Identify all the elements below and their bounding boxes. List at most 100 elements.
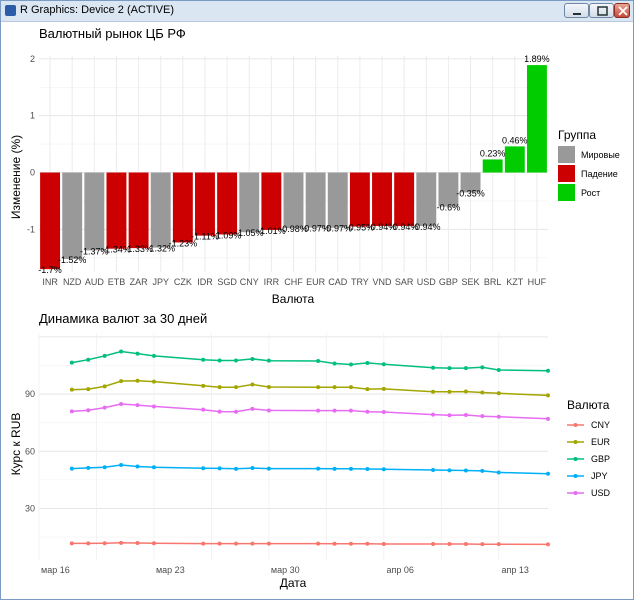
maximize-icon	[597, 6, 608, 16]
bar-chart-legend: Группа Мировые Падение Рост	[558, 128, 620, 201]
x-tick-label: NZD	[63, 277, 82, 287]
bar-legend-title: Группа	[558, 128, 596, 142]
data-point	[119, 349, 124, 354]
x-tick-label: KZT	[506, 277, 524, 287]
bar-nzd	[62, 172, 83, 259]
close-icon	[618, 6, 628, 16]
data-point	[102, 405, 107, 410]
data-point	[316, 385, 321, 390]
data-point	[447, 468, 452, 473]
data-point	[332, 408, 337, 413]
bar-zar	[128, 172, 149, 249]
series-line-jpy	[71, 464, 549, 475]
bar-czk	[172, 172, 193, 243]
line-chart-title: Динамика валют за 30 дней	[39, 311, 207, 326]
data-point	[266, 541, 271, 546]
x-tick-label: SEK	[462, 277, 480, 287]
x-tick-label: апр 13	[501, 565, 528, 575]
data-point	[463, 366, 468, 371]
line-chart-xlabel: Дата	[280, 576, 307, 590]
data-point	[266, 466, 271, 471]
bar-irr	[261, 172, 282, 230]
data-point	[431, 412, 436, 417]
x-tick-label: CNY	[240, 277, 259, 287]
series-line-cny	[71, 542, 549, 546]
line-chart-series	[69, 349, 550, 547]
data-point	[86, 408, 91, 413]
data-point	[381, 362, 386, 367]
x-tick-label: BRL	[484, 277, 502, 287]
bar-gbp	[438, 172, 459, 207]
x-tick-label: USD	[417, 277, 437, 287]
data-point	[348, 362, 353, 367]
x-tick-label: CAD	[328, 277, 348, 287]
x-tick-label: мар 30	[271, 565, 300, 575]
bar-try	[349, 172, 370, 227]
data-point	[151, 465, 156, 470]
line-chart-panel	[39, 333, 548, 560]
data-point	[135, 403, 140, 408]
bar-chart-title: Валютный рынок ЦБ РФ	[39, 26, 186, 41]
data-point	[463, 389, 468, 394]
data-point	[234, 466, 239, 471]
data-point	[463, 468, 468, 473]
maximize-button[interactable]	[589, 3, 614, 18]
legend-label: Падение	[581, 169, 618, 179]
data-point	[480, 414, 485, 419]
data-point	[447, 366, 452, 371]
bar-value-label: -1.7%	[38, 265, 62, 275]
data-point	[546, 416, 550, 421]
data-point	[201, 466, 206, 471]
data-point	[102, 384, 107, 389]
data-point	[431, 467, 436, 472]
data-point	[332, 466, 337, 471]
data-point	[316, 466, 321, 471]
data-point	[463, 413, 468, 418]
data-point	[234, 385, 239, 390]
line-chart-legend: Валюта CNY EUR GBP JPY USD	[567, 398, 611, 498]
bar-value-label: 0.46%	[502, 135, 528, 145]
x-tick-label: ETB	[108, 277, 126, 287]
close-button[interactable]	[614, 3, 630, 18]
data-point	[266, 384, 271, 389]
legend-label: USD	[591, 488, 611, 498]
bar-value-label: -1.52%	[58, 255, 87, 265]
data-point	[151, 353, 156, 358]
minimize-button[interactable]	[564, 3, 589, 18]
bar-sek	[460, 172, 481, 193]
legend-swatch	[558, 146, 575, 163]
bar-chart-xlabel: Валюта	[272, 292, 315, 306]
y-tick-label: 60	[25, 446, 35, 456]
bar-etb	[106, 172, 127, 249]
data-point	[217, 466, 222, 471]
data-point	[250, 406, 255, 411]
bar-kzt	[504, 146, 525, 173]
bar-chart: Валютный рынок ЦБ РФ -1.7%-1.52%-1.37%-1…	[9, 26, 620, 306]
data-point	[119, 540, 124, 545]
bar-value-label: -1.09%	[213, 230, 242, 240]
bar-value-label: 1.89%	[524, 54, 550, 64]
data-point	[69, 409, 74, 414]
data-point	[381, 541, 386, 546]
x-tick-label: IRR	[264, 277, 280, 287]
x-tick-label: мар 23	[156, 565, 185, 575]
y-tick-label: 0	[30, 168, 35, 178]
bar-value-label: -1.01%	[257, 226, 286, 236]
bar-sgd	[217, 172, 238, 235]
bar-jpy	[150, 172, 171, 248]
bar-value-label: -0.6%	[437, 203, 461, 213]
plot-canvas: Валютный рынок ЦБ РФ -1.7%-1.52%-1.37%-1…	[9, 26, 620, 590]
data-point	[217, 541, 222, 546]
data-point	[135, 541, 140, 546]
x-tick-label: апр 06	[387, 565, 414, 575]
bar-value-label: -0.94%	[412, 222, 441, 232]
data-point	[463, 541, 468, 546]
data-point	[480, 542, 485, 547]
bar-value-label: -1.11%	[191, 232, 219, 242]
data-point	[332, 361, 337, 366]
legend-label: Мировые	[581, 150, 620, 160]
legend-label: GBP	[591, 454, 610, 464]
data-point	[102, 465, 107, 470]
